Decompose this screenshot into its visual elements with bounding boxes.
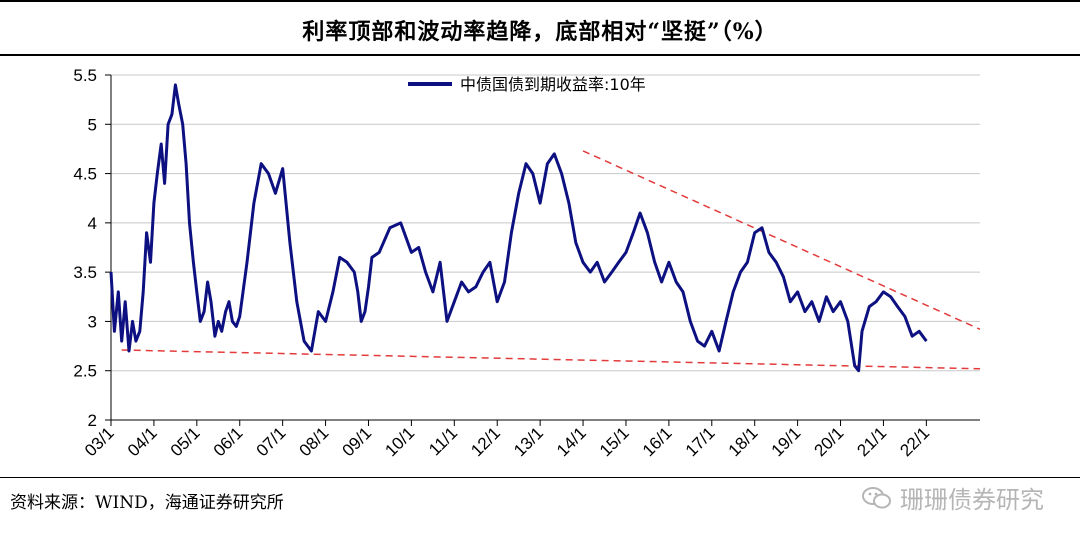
x-tick-label: 13/1 bbox=[510, 423, 547, 460]
watermark-text: 珊珊债券研究 bbox=[900, 486, 1044, 514]
x-tick-label: 20/1 bbox=[811, 423, 848, 460]
upper-trend-line bbox=[582, 150, 981, 330]
series-line bbox=[109, 83, 928, 373]
x-tick-label: 04/1 bbox=[124, 423, 161, 460]
x-tick-label: 21/1 bbox=[853, 423, 890, 460]
x-tick-label: 07/1 bbox=[253, 423, 290, 460]
y-tick-label: 5.5 bbox=[73, 66, 97, 85]
x-tick-label: 17/1 bbox=[682, 423, 719, 460]
x-tick-label: 15/1 bbox=[596, 423, 633, 460]
source-note: 资料来源：WIND，海通证券研究所 bbox=[10, 493, 284, 513]
x-tick-label: 18/1 bbox=[725, 423, 762, 460]
x-tick-label: 05/1 bbox=[167, 423, 204, 460]
title-rule-top bbox=[0, 0, 1080, 2]
y-tick-label: 3 bbox=[88, 312, 97, 331]
footer-rule bbox=[0, 477, 1080, 478]
y-tick-label: 2.5 bbox=[73, 362, 97, 381]
legend-label: 中债国债到期收益率:10年 bbox=[460, 75, 646, 94]
y-tick-label: 2 bbox=[88, 411, 97, 430]
watermark: 珊珊债券研究 bbox=[862, 480, 1044, 515]
y-tick-label: 4.5 bbox=[73, 165, 97, 184]
x-tick-label: 09/1 bbox=[338, 423, 375, 460]
axes bbox=[110, 75, 980, 421]
x-tick-label: 03/1 bbox=[81, 423, 118, 460]
x-tick-label: 06/1 bbox=[210, 423, 247, 460]
x-tick-label: 08/1 bbox=[296, 423, 333, 460]
trend-lines bbox=[121, 150, 981, 370]
chart-title: 利率顶部和波动率趋降，底部相对“坚挺”（%） bbox=[302, 19, 778, 45]
series-group bbox=[109, 83, 928, 373]
x-tick-label: 19/1 bbox=[768, 423, 805, 460]
y-tick-label: 3.5 bbox=[73, 263, 97, 282]
x-tick-label: 16/1 bbox=[639, 423, 676, 460]
x-axis-ticks: 03/1 04/1 05/1 06/1 07/1 08/1 09/1 10/1 11/1 12/1… bbox=[81, 420, 933, 460]
legend: 中债国债到期收益率:10年 bbox=[408, 75, 646, 94]
gridlines bbox=[111, 74, 980, 372]
x-tick-label: 10/1 bbox=[381, 423, 418, 460]
title-rule-bottom bbox=[0, 54, 1080, 56]
title-bar: 利率顶部和波动率趋降，底部相对“坚挺”（%） bbox=[0, 0, 1080, 56]
line-chart: 2 2.5 3 3.5 4 4.5 5 5.5 03/1 04/1 05/1 06/1 07/1 08/… bbox=[73, 66, 981, 460]
wechat-icon bbox=[862, 486, 891, 508]
x-tick-label: 14/1 bbox=[553, 423, 590, 460]
x-tick-label: 11/1 bbox=[425, 423, 461, 459]
y-axis-ticks: 2 2.5 3 3.5 4 4.5 5 5.5 bbox=[73, 66, 111, 430]
y-tick-label: 4 bbox=[88, 214, 97, 233]
x-tick-label: 22/1 bbox=[896, 423, 933, 460]
y-tick-label: 5 bbox=[88, 115, 97, 134]
x-tick-label: 12/1 bbox=[467, 423, 504, 460]
